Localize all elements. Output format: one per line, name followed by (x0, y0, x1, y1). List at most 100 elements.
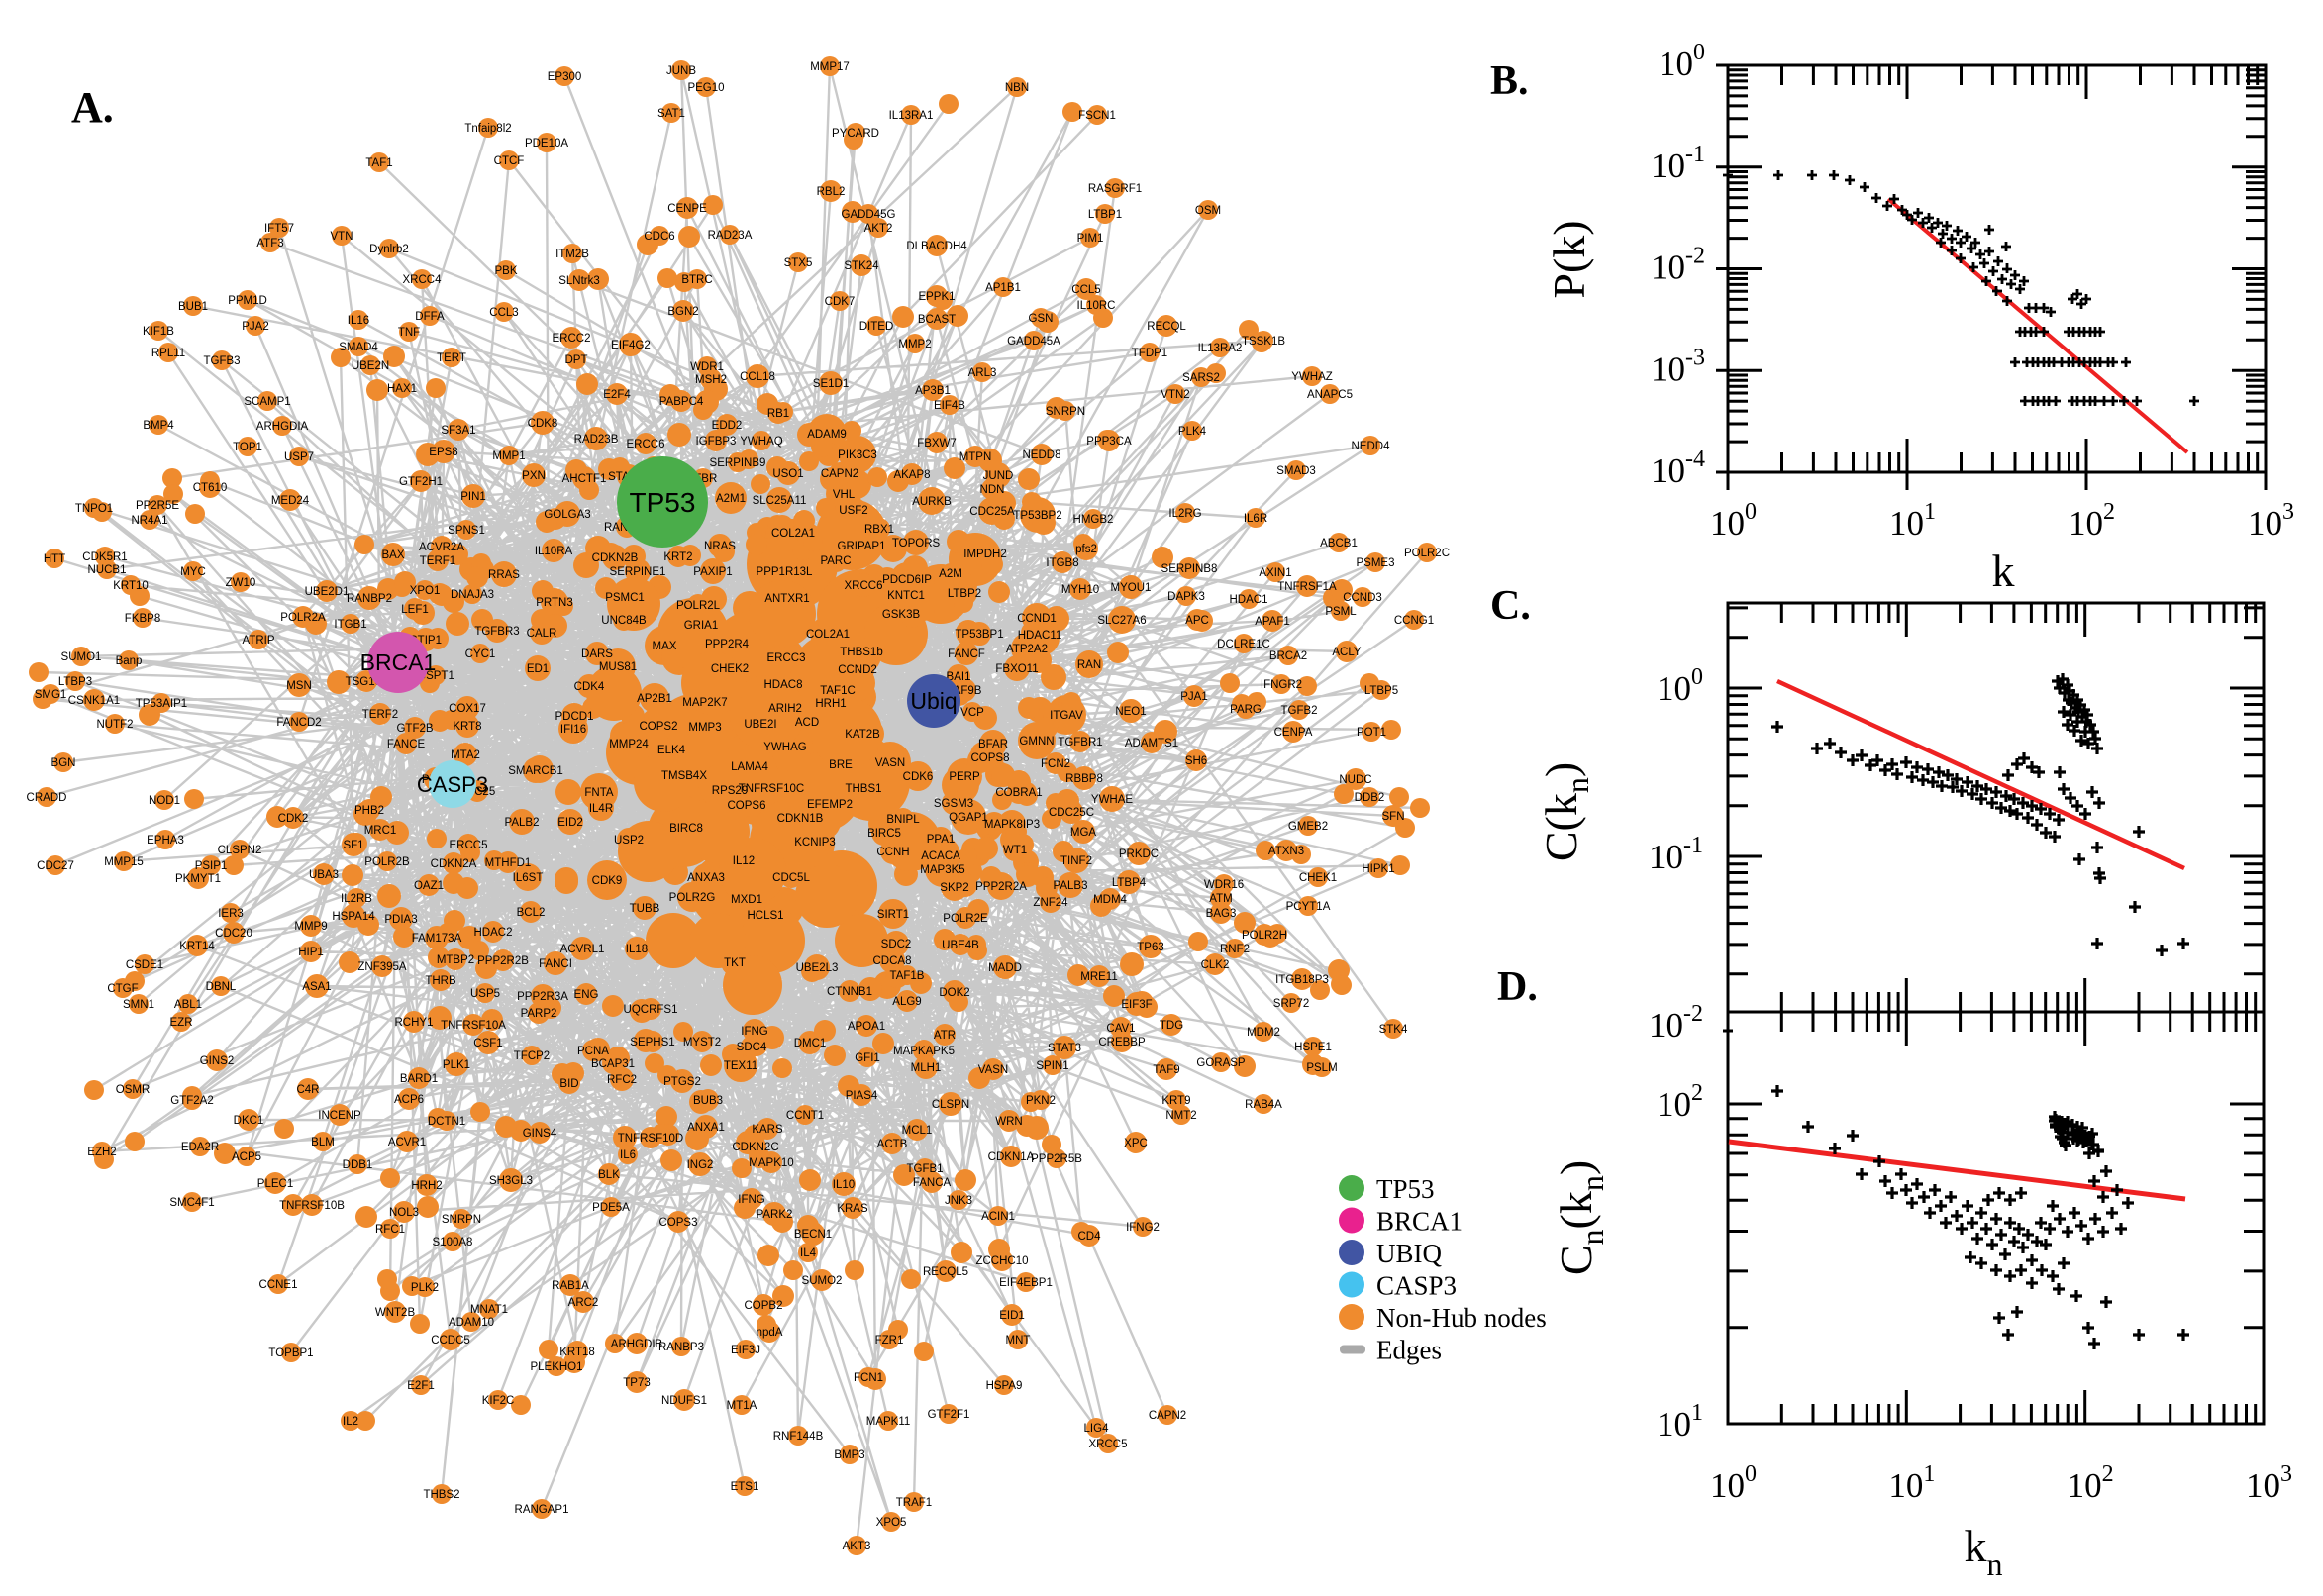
svg-text:ACD: ACD (795, 717, 819, 729)
svg-text:GSN: GSN (1029, 313, 1054, 325)
svg-text:HDAC1: HDAC1 (1230, 594, 1268, 606)
svg-text:FNTA: FNTA (584, 787, 614, 799)
svg-text:PLEC1: PLEC1 (257, 1178, 293, 1190)
svg-text:NOL3: NOL3 (389, 1207, 419, 1219)
svg-text:COPS8: COPS8 (971, 752, 1010, 764)
svg-text:MADD: MADD (988, 962, 1022, 974)
svg-text:CYC1: CYC1 (465, 648, 496, 660)
svg-text:ACLY: ACLY (1332, 647, 1362, 658)
svg-text:CLSPN: CLSPN (932, 1099, 969, 1111)
svg-text:MAX: MAX (653, 641, 677, 652)
svg-text:TERT: TERT (437, 352, 466, 364)
svg-text:MMP2: MMP2 (898, 339, 931, 350)
svg-text:IER3: IER3 (218, 908, 244, 920)
svg-text:DDB1: DDB1 (343, 1159, 373, 1171)
svg-text:TAF1B: TAF1B (890, 970, 925, 982)
svg-text:FANCF: FANCF (948, 648, 985, 660)
svg-text:SMAD3: SMAD3 (1276, 465, 1316, 477)
svg-text:SNRPN: SNRPN (1046, 406, 1085, 418)
svg-text:SMAD4: SMAD4 (339, 342, 378, 353)
svg-text:KNTC1: KNTC1 (887, 590, 925, 602)
svg-text:TGFB3: TGFB3 (203, 355, 240, 367)
svg-text:PEG10: PEG10 (687, 82, 724, 94)
svg-text:SMN1: SMN1 (123, 999, 154, 1011)
svg-text:CDK5R1: CDK5R1 (82, 551, 127, 563)
svg-text:CAPN2: CAPN2 (821, 468, 858, 480)
svg-text:RANBP3: RANBP3 (658, 1342, 704, 1353)
svg-text:GINS2: GINS2 (200, 1055, 235, 1067)
svg-text:E2F4: E2F4 (603, 389, 631, 401)
svg-text:MMP17: MMP17 (810, 61, 850, 73)
svg-text:EDD2: EDD2 (712, 420, 743, 432)
svg-text:COBRA1: COBRA1 (995, 787, 1042, 799)
svg-text:IL12: IL12 (733, 855, 755, 867)
svg-text:HIP1: HIP1 (298, 947, 324, 958)
svg-text:STK4: STK4 (1379, 1024, 1408, 1036)
svg-text:CENPA: CENPA (1274, 727, 1313, 739)
svg-text:YWHAG: YWHAG (763, 742, 807, 753)
svg-text:CDK7: CDK7 (825, 296, 856, 308)
svg-text:HRH1: HRH1 (815, 698, 846, 710)
svg-text:ATP2A2: ATP2A2 (1006, 644, 1048, 655)
svg-text:BAG3: BAG3 (1206, 908, 1237, 920)
svg-text:ERCC2: ERCC2 (553, 333, 591, 345)
svg-text:JNK3: JNK3 (945, 1195, 972, 1207)
svg-text:MRE11: MRE11 (1080, 971, 1118, 983)
svg-text:GTF2A2: GTF2A2 (170, 1095, 213, 1107)
svg-text:GMEB2: GMEB2 (1288, 821, 1328, 833)
svg-text:PLEKHO1: PLEKHO1 (530, 1361, 582, 1373)
svg-text:RBL2: RBL2 (817, 186, 846, 198)
svg-text:USF2: USF2 (839, 505, 867, 517)
svg-text:UBE2D1: UBE2D1 (305, 586, 350, 598)
svg-text:MYOU1: MYOU1 (1111, 582, 1152, 594)
svg-text:IL6: IL6 (620, 1149, 636, 1161)
svg-text:IL2RB: IL2RB (341, 893, 372, 905)
svg-text:OSM: OSM (1195, 205, 1221, 217)
svg-text:PJA1: PJA1 (1180, 691, 1208, 703)
svg-text:E2F1: E2F1 (407, 1380, 435, 1392)
svg-text:SRP72: SRP72 (1273, 998, 1309, 1010)
svg-text:NMT2: NMT2 (1165, 1110, 1196, 1122)
svg-text:PSLM: PSLM (1306, 1062, 1337, 1074)
svg-text:STAT3: STAT3 (1048, 1043, 1081, 1054)
svg-text:IL2: IL2 (343, 1416, 358, 1428)
svg-text:CDK4: CDK4 (574, 681, 605, 693)
svg-text:CDK6: CDK6 (903, 771, 934, 783)
svg-text:SLC27A6: SLC27A6 (1097, 615, 1146, 627)
svg-text:SLNtrk3: SLNtrk3 (558, 275, 600, 287)
svg-text:GADD45G: GADD45G (842, 209, 896, 221)
svg-text:MAP2K7: MAP2K7 (682, 697, 727, 709)
svg-text:SPIN1: SPIN1 (1036, 1060, 1068, 1072)
svg-text:CSDE1: CSDE1 (126, 959, 163, 971)
svg-text:CCND1: CCND1 (1017, 613, 1057, 625)
svg-text:POLR2B: POLR2B (364, 856, 410, 868)
svg-text:TP53AIP1: TP53AIP1 (136, 698, 187, 710)
svg-text:VHL: VHL (833, 489, 856, 501)
svg-text:Non-Hub nodes: Non-Hub nodes (1376, 1303, 1547, 1333)
svg-text:TOPBP1: TOPBP1 (268, 1347, 313, 1359)
svg-text:C.: C. (1490, 583, 1531, 629)
svg-text:POLR2L: POLR2L (676, 600, 721, 612)
svg-text:UQCRFS1: UQCRFS1 (624, 1004, 678, 1016)
svg-text:TP53BP2: TP53BP2 (1013, 510, 1061, 522)
svg-text:MDM4: MDM4 (1093, 894, 1127, 906)
svg-text:PPP2R2A: PPP2R2A (975, 881, 1027, 893)
svg-text:PLK4: PLK4 (1178, 426, 1207, 438)
svg-text:MCL1: MCL1 (902, 1125, 933, 1137)
svg-text:CDC27: CDC27 (37, 860, 74, 872)
svg-text:ING2: ING2 (687, 1159, 714, 1171)
svg-text:CENPE: CENPE (667, 203, 707, 215)
svg-text:CDKN2B: CDKN2B (592, 552, 639, 564)
svg-text:SF3A1: SF3A1 (441, 425, 475, 437)
svg-text:CCL3: CCL3 (489, 307, 518, 319)
svg-text:P(k): P(k) (1544, 220, 1594, 298)
svg-text:GINS4: GINS4 (523, 1128, 557, 1140)
svg-text:BMP3: BMP3 (834, 1449, 864, 1461)
svg-text:SGSM3: SGSM3 (934, 798, 973, 810)
svg-text:TGFBR3: TGFBR3 (474, 626, 519, 638)
svg-text:TRAF1: TRAF1 (896, 1497, 932, 1509)
svg-text:CRADD: CRADD (27, 792, 67, 804)
svg-text:ATR: ATR (934, 1030, 956, 1042)
svg-text:CASP3: CASP3 (417, 772, 488, 797)
svg-text:MGA: MGA (1070, 827, 1097, 839)
